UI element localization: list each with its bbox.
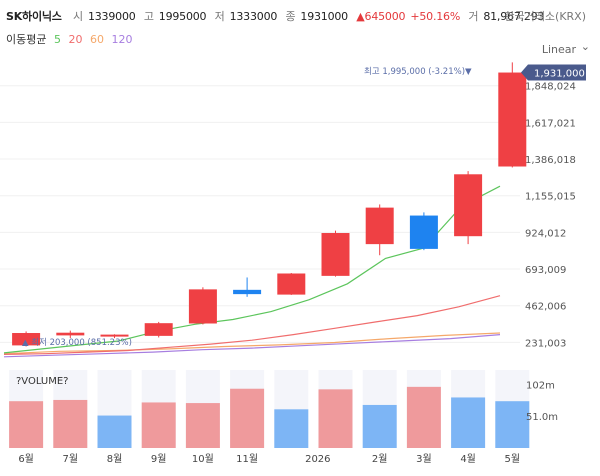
volume-bar: [97, 415, 132, 448]
y-tick-label: 924,012: [525, 228, 566, 239]
x-tick-label: 2026: [305, 454, 330, 465]
ma-legend-120: 120: [111, 33, 133, 46]
volume-value: 81,967,293: [483, 10, 545, 23]
volume-tick-label: 102m: [526, 380, 555, 391]
candle-body: [365, 207, 394, 245]
x-tick-label: 6월: [18, 453, 34, 465]
chart-header: SK하이닉스 시 1339000 고 1995000 저 1333000 종 19310…: [0, 0, 600, 56]
high-label: 고: [143, 10, 154, 23]
candle-body: [233, 289, 262, 295]
x-tick-label: 5월: [505, 453, 521, 465]
price-summary: SK하이닉스 시 1339000 고 1995000 저 1333000 종 19310…: [6, 8, 549, 24]
low-annotation: ▲ 최저 203,000 (851.23%): [22, 337, 132, 348]
volume-bar: [9, 401, 44, 448]
ma5-line: [3, 185, 501, 354]
ma-legend: 이동평균 5 20 60 120: [6, 31, 136, 47]
exchange-label: 한국거래소(KRX): [504, 10, 586, 23]
change-percent: +50.16%: [410, 10, 461, 23]
current-price-label: 1,931,000: [534, 69, 585, 80]
ma-legend-20: 20: [68, 33, 83, 46]
x-tick-label: 10월: [192, 453, 214, 465]
chevron-down-icon[interactable]: ⌄: [580, 40, 590, 53]
candle-body: [277, 273, 306, 295]
x-tick-label: 8월: [107, 453, 123, 465]
volume-label: 거: [468, 10, 479, 23]
close-label: 종: [285, 10, 296, 23]
candle-body: [454, 174, 483, 237]
x-tick-label: 4월: [460, 453, 476, 465]
y-tick-label: 1,386,018: [525, 155, 576, 166]
ma-legend-60: 60: [89, 33, 104, 46]
y-tick-label: 462,006: [525, 302, 566, 313]
candle-body: [409, 215, 438, 249]
x-tick-label: 9월: [151, 453, 167, 465]
x-tick-label: 11월: [236, 453, 258, 465]
y-tick-label: 1,617,021: [525, 118, 576, 129]
candle-body: [100, 334, 129, 337]
high-annotation: 최고 1,995,000 (-3.21%)▼: [364, 66, 472, 77]
volume-bar: [53, 399, 88, 448]
volume-bar: [318, 389, 353, 448]
ma-legend-5: 5: [53, 33, 61, 46]
candle-body: [12, 333, 41, 346]
volume-tick-label: 51.0m: [526, 412, 558, 423]
y-tick-label: 231,003: [525, 338, 566, 349]
open-value: 1339000: [87, 10, 136, 23]
x-tick-label: 3월: [416, 453, 432, 465]
current-price-tag: [521, 64, 586, 81]
x-tick-label: 2월: [372, 453, 388, 465]
volume-bar: [495, 401, 530, 448]
stock-name: SK하이닉스: [6, 10, 62, 23]
open-label: 시: [73, 10, 83, 23]
volume-bar: [274, 409, 309, 448]
candle-body: [188, 289, 217, 324]
volume-title: ?VOLUME?: [16, 376, 69, 387]
low-value: 1333000: [229, 10, 278, 23]
candle-body: [498, 72, 527, 167]
ma20-line: [3, 295, 501, 355]
volume-bar: [185, 403, 220, 448]
volume-bar: [141, 402, 176, 448]
scale-selector[interactable]: Linear: [541, 43, 576, 56]
candle-body: [144, 323, 173, 336]
volume-bar: [362, 404, 397, 448]
ma120-line: [3, 334, 501, 358]
low-label: 저: [214, 10, 225, 23]
ma60-line: [3, 332, 501, 355]
volume-bar: [451, 397, 486, 448]
volume-bar: [230, 388, 265, 448]
ma-legend-title: 이동평균: [6, 33, 47, 46]
change-value: ▲645000: [356, 10, 406, 23]
y-tick-label: 693,009: [525, 265, 566, 276]
volume-bar: [406, 386, 441, 448]
y-tick-label: 1,155,015: [525, 192, 576, 203]
candle-body: [56, 332, 85, 336]
high-value: 1995000: [158, 10, 207, 23]
y-tick-label: 1,848,024: [525, 82, 576, 93]
x-tick-label: 7월: [63, 453, 79, 465]
candle-body: [321, 233, 350, 276]
close-value: 1931000: [300, 10, 348, 23]
